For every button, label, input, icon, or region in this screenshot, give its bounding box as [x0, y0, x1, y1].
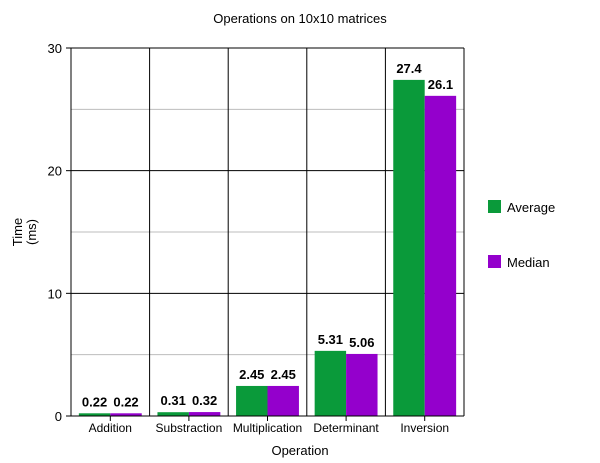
bar-median-determinant [346, 353, 378, 416]
data-label: 27.4 [396, 61, 422, 76]
y-tick-label: 20 [48, 164, 62, 179]
x-tick-label: Inversion [400, 421, 449, 435]
bars: 0.22 0.22 0.31 0.32 2.45 2.45 5.31 5.06 27.4 26.1 [78, 61, 457, 416]
bar-average-substraction [157, 412, 189, 416]
legend: Average Median [488, 200, 555, 270]
x-tick-label: Determinant [313, 421, 379, 435]
data-label: 2.45 [239, 367, 264, 382]
data-label: 5.06 [349, 335, 374, 350]
data-label: 26.1 [428, 77, 453, 92]
data-label: 0.22 [82, 394, 107, 409]
y-tick-label: 10 [48, 286, 62, 301]
bar-median-multiplication [267, 385, 299, 416]
data-label: 5.31 [318, 332, 343, 347]
y-axis-label-line-1: Time [10, 218, 25, 246]
bar-average-inversion [393, 79, 425, 416]
data-label: 0.31 [161, 393, 186, 408]
chart-title: Operations on 10x10 matrices [213, 11, 387, 26]
x-axis-label: Operation [271, 443, 328, 458]
data-label: 0.32 [192, 393, 217, 408]
grid [70, 47, 465, 417]
legend-swatch-average [488, 200, 501, 213]
y-tick-label: 0 [55, 409, 62, 424]
y-axis-label-line-2: (ms) [24, 219, 39, 245]
y-tick-label: 30 [48, 41, 62, 56]
bar-median-addition [110, 413, 142, 416]
data-label: 0.22 [113, 394, 138, 409]
x-tick-label: Substraction [156, 421, 223, 435]
x-tick-label: Addition [89, 421, 132, 435]
data-label: 2.45 [271, 367, 296, 382]
bar-median-substraction [188, 412, 221, 416]
bar-average-multiplication [236, 385, 268, 416]
legend-label-median: Median [507, 255, 550, 270]
x-tick-label: Multiplication [233, 421, 302, 435]
y-axis-label: Time (ms) [10, 218, 39, 246]
bar-average-determinant [314, 350, 347, 416]
bar-average-addition [78, 413, 111, 416]
legend-swatch-median [488, 255, 501, 268]
bar-median-inversion [424, 95, 457, 416]
axes: 0 10 20 30 Addition Substraction Multiplicatio… [48, 41, 464, 435]
legend-label-average: Average [507, 200, 555, 215]
